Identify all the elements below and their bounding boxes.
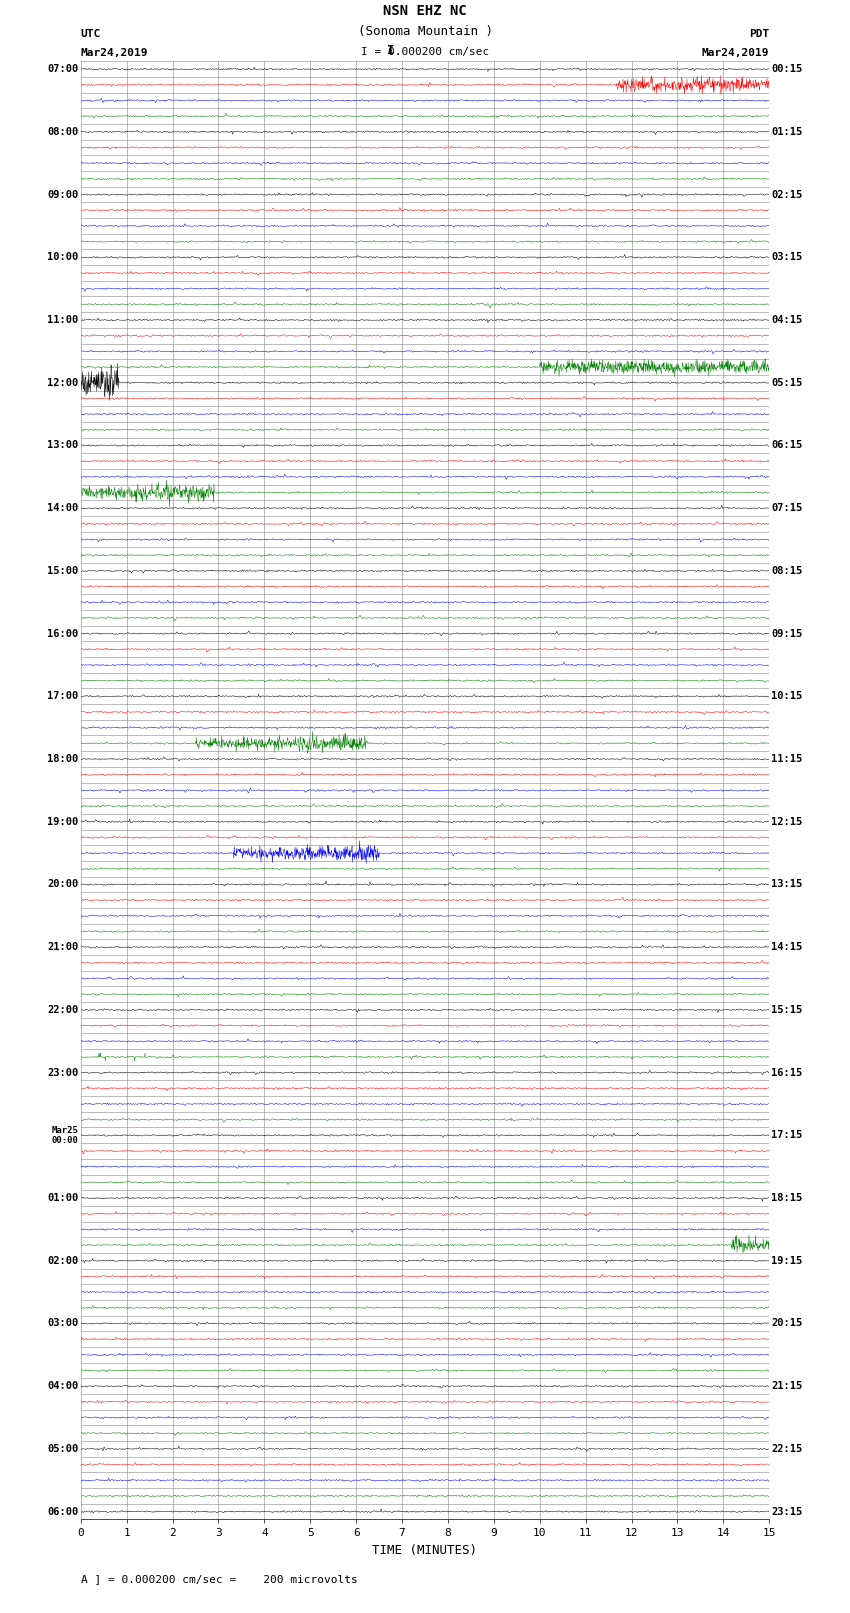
Text: 04:15: 04:15: [771, 315, 802, 324]
Text: I: I: [387, 44, 394, 56]
X-axis label: TIME (MINUTES): TIME (MINUTES): [372, 1544, 478, 1557]
Text: NSN EHZ NC: NSN EHZ NC: [383, 3, 467, 18]
Text: 20:00: 20:00: [48, 879, 79, 889]
Text: 12:00: 12:00: [48, 377, 79, 387]
Text: 06:00: 06:00: [48, 1507, 79, 1516]
Text: 21:00: 21:00: [48, 942, 79, 952]
Text: Mar24,2019: Mar24,2019: [702, 48, 769, 58]
Text: 08:15: 08:15: [771, 566, 802, 576]
Text: 23:00: 23:00: [48, 1068, 79, 1077]
Text: 22:15: 22:15: [771, 1444, 802, 1453]
Text: 11:00: 11:00: [48, 315, 79, 324]
Text: 05:15: 05:15: [771, 377, 802, 387]
Text: 14:15: 14:15: [771, 942, 802, 952]
Text: 01:15: 01:15: [771, 127, 802, 137]
Text: Mar24,2019: Mar24,2019: [81, 48, 148, 58]
Text: 19:15: 19:15: [771, 1257, 802, 1266]
Text: 04:00: 04:00: [48, 1381, 79, 1390]
Text: 21:15: 21:15: [771, 1381, 802, 1390]
Text: 23:15: 23:15: [771, 1507, 802, 1516]
Text: 18:00: 18:00: [48, 753, 79, 765]
Text: I = 0.000200 cm/sec: I = 0.000200 cm/sec: [361, 47, 489, 56]
Text: 13:15: 13:15: [771, 879, 802, 889]
Text: PDT: PDT: [749, 29, 769, 39]
Text: Mar25
00:00: Mar25 00:00: [52, 1126, 79, 1145]
Text: (Sonoma Mountain ): (Sonoma Mountain ): [358, 24, 492, 39]
Text: 10:00: 10:00: [48, 252, 79, 263]
Text: 20:15: 20:15: [771, 1318, 802, 1329]
Text: UTC: UTC: [81, 29, 101, 39]
Text: 09:15: 09:15: [771, 629, 802, 639]
Text: 16:15: 16:15: [771, 1068, 802, 1077]
Text: 08:00: 08:00: [48, 127, 79, 137]
Text: 01:00: 01:00: [48, 1194, 79, 1203]
Text: 18:15: 18:15: [771, 1194, 802, 1203]
Text: 09:00: 09:00: [48, 190, 79, 200]
Text: 15:00: 15:00: [48, 566, 79, 576]
Text: 10:15: 10:15: [771, 692, 802, 702]
Text: 17:15: 17:15: [771, 1131, 802, 1140]
Text: 00:15: 00:15: [771, 65, 802, 74]
Text: 14:00: 14:00: [48, 503, 79, 513]
Text: 03:00: 03:00: [48, 1318, 79, 1329]
Text: 03:15: 03:15: [771, 252, 802, 263]
Text: 07:15: 07:15: [771, 503, 802, 513]
Text: 11:15: 11:15: [771, 753, 802, 765]
Text: 02:00: 02:00: [48, 1257, 79, 1266]
Text: A ] = 0.000200 cm/sec =    200 microvolts: A ] = 0.000200 cm/sec = 200 microvolts: [81, 1574, 358, 1584]
Text: 19:00: 19:00: [48, 816, 79, 827]
Text: 05:00: 05:00: [48, 1444, 79, 1453]
Text: 17:00: 17:00: [48, 692, 79, 702]
Text: 22:00: 22:00: [48, 1005, 79, 1015]
Text: 06:15: 06:15: [771, 440, 802, 450]
Text: 15:15: 15:15: [771, 1005, 802, 1015]
Text: 07:00: 07:00: [48, 65, 79, 74]
Text: 02:15: 02:15: [771, 190, 802, 200]
Text: 13:00: 13:00: [48, 440, 79, 450]
Text: 12:15: 12:15: [771, 816, 802, 827]
Text: 16:00: 16:00: [48, 629, 79, 639]
